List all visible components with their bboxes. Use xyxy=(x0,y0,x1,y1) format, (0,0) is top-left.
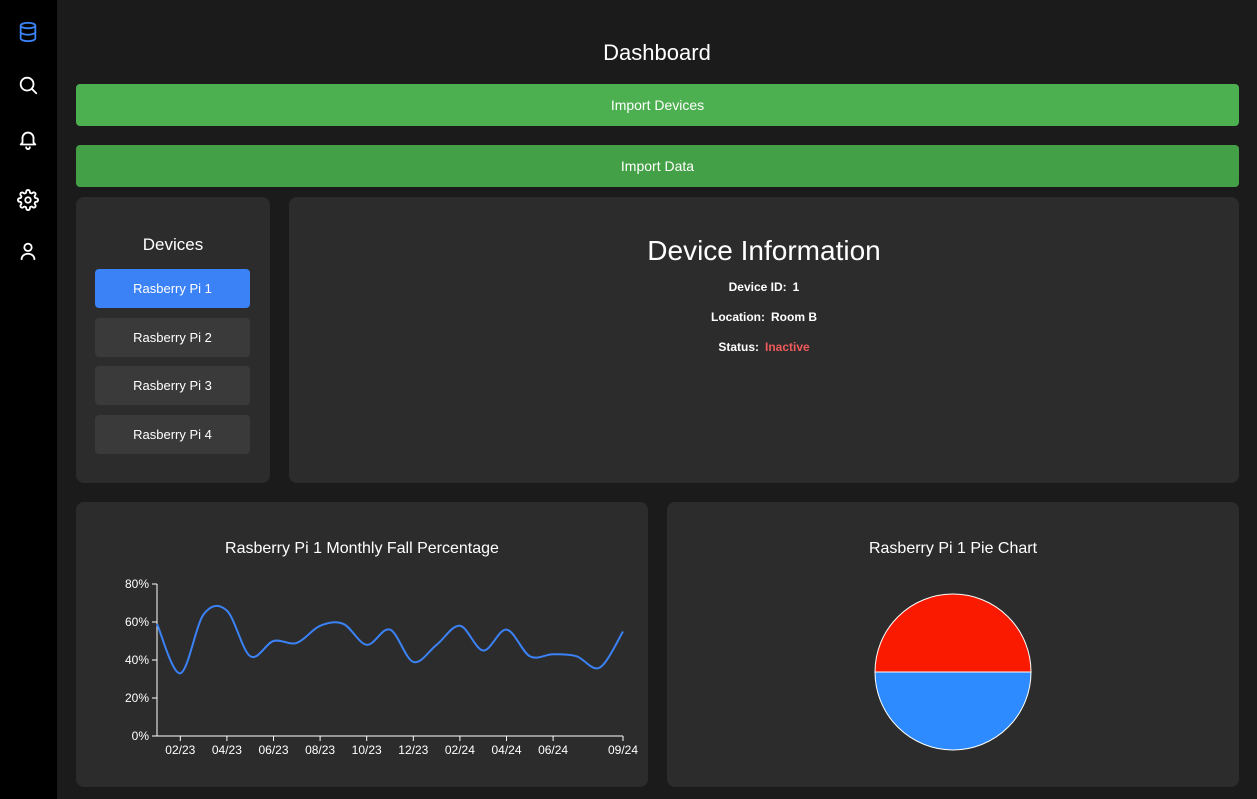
gear-icon[interactable] xyxy=(16,188,40,212)
pie-chart xyxy=(874,593,1032,751)
y-tick-label: 40% xyxy=(125,653,149,667)
device-item-4[interactable]: Rasberry Pi 4 xyxy=(95,415,250,454)
x-tick-label: 08/23 xyxy=(305,743,335,757)
x-tick-label: 12/23 xyxy=(398,743,428,757)
devices-panel: Devices Rasberry Pi 1 Rasberry Pi 2 Rasb… xyxy=(76,197,270,483)
device-info-panel: Device Information Device ID: 1 Location:… xyxy=(289,197,1239,483)
line-chart-title: Rasberry Pi 1 Monthly Fall Percentage xyxy=(225,540,499,557)
status-value: Inactive xyxy=(764,340,810,354)
line-chart: 0% 20% 40% 60% 80% 02/23 04/23 06/23 08/23 10/23 1… xyxy=(125,577,638,757)
x-tick-label: 04/24 xyxy=(491,743,521,757)
devices-title: Devices xyxy=(142,235,204,254)
x-tick-label: 10/23 xyxy=(352,743,382,757)
y-tick-label: 80% xyxy=(125,577,149,591)
device-id-value: 1 xyxy=(792,280,800,294)
status-row: Status: Inactive xyxy=(289,340,1239,354)
device-item-1[interactable]: Rasberry Pi 1 xyxy=(95,269,250,308)
device-id-row: Device ID: 1 xyxy=(289,280,1239,294)
pie-chart-panel: Rasberry Pi 1 Pie Chart xyxy=(667,502,1239,787)
search-icon[interactable] xyxy=(16,73,40,97)
y-tick-label: 60% xyxy=(125,615,149,629)
main-content: Dashboard Import Devices Import Data Dev… xyxy=(57,0,1257,799)
x-tick-label: 06/23 xyxy=(258,743,288,757)
location-label: Location: xyxy=(711,310,765,324)
pie-slice-active xyxy=(874,671,1032,751)
location-row: Location: Room B xyxy=(289,310,1239,324)
device-item-2[interactable]: Rasberry Pi 2 xyxy=(95,318,250,357)
line-chart-panel: Rasberry Pi 1 Monthly Fall Percentage 0%… xyxy=(76,502,648,787)
device-info-title: Device Information xyxy=(647,235,881,266)
x-tick-label: 02/23 xyxy=(165,743,195,757)
device-id-label: Device ID: xyxy=(728,280,787,294)
y-tick-label: 20% xyxy=(125,691,149,705)
series-line xyxy=(156,604,624,675)
database-icon[interactable] xyxy=(16,20,40,44)
page-title: Dashboard xyxy=(603,40,711,65)
pie-slice-inactive xyxy=(874,593,1032,673)
y-tick-label: 0% xyxy=(132,729,150,743)
import-devices-button[interactable]: Import Devices xyxy=(76,84,1239,126)
location-value: Room B xyxy=(771,310,817,324)
x-tick-label: 09/24 xyxy=(608,743,638,757)
x-tick-label: 04/23 xyxy=(212,743,242,757)
x-tick-label: 02/24 xyxy=(445,743,475,757)
status-label: Status: xyxy=(718,340,759,354)
user-icon[interactable] xyxy=(16,239,40,263)
pie-chart-title: Rasberry Pi 1 Pie Chart xyxy=(868,540,1038,557)
x-tick-label: 06/24 xyxy=(538,743,568,757)
import-data-button[interactable]: Import Data xyxy=(76,145,1239,187)
bell-icon[interactable] xyxy=(16,127,40,151)
sidebar xyxy=(0,0,57,799)
device-item-3[interactable]: Rasberry Pi 3 xyxy=(95,366,250,405)
